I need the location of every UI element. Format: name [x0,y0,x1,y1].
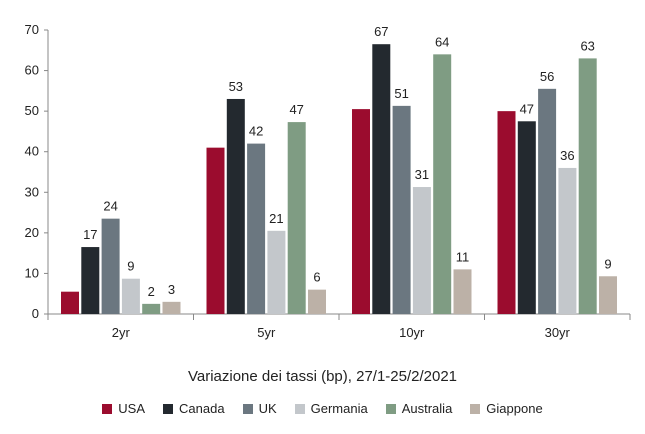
bar-usa [497,111,516,315]
data-label: 63 [580,38,594,53]
chart-caption: Variazione dei tassi (bp), 27/1-25/2/202… [187,368,458,385]
bar-australia [142,303,161,314]
legend-item: Giappone [470,401,543,416]
x-tick-label: 5yr [257,325,276,340]
data-label: 24 [103,199,117,214]
data-label: 53 [229,79,243,94]
bar-australia [433,54,452,314]
data-label: 11 [456,249,470,264]
bar-uk [247,143,266,314]
bar-uk [392,105,411,315]
legend-item: USA [102,401,145,416]
x-tick-label: 2yr [112,325,131,340]
legend-label: Giappone [486,401,543,416]
bar-canada [226,98,245,314]
legend: USA Canada UK Germania Australia Giappone [0,401,645,416]
bar-uk [101,218,120,314]
bar-usa [352,109,370,314]
bar-germania [558,167,577,314]
y-tick-label: 70 [25,22,39,37]
bar-uk [538,88,557,314]
bar-usa [61,291,79,314]
data-label: 6 [313,270,320,285]
data-label: 9 [604,256,611,271]
legend-item: Canada [163,401,225,416]
legend-swatch [102,403,113,414]
data-label: 36 [560,148,574,163]
legend-label: USA [118,401,146,416]
data-label: 64 [435,34,449,49]
bar-giappone [308,289,326,314]
x-tick-label: 30yr [545,325,571,340]
data-label: 3 [168,282,175,297]
y-tick-label: 10 [25,265,39,280]
bar-canada [81,247,100,314]
data-label: 67 [374,24,388,39]
legend-label: Canada [179,401,225,416]
y-tick-label: 40 [25,144,39,159]
bar-giappone [599,276,617,314]
bars [61,44,617,315]
data-label: 9 [127,259,134,274]
data-label: 47 [520,101,534,116]
y-tick-label: 50 [25,103,39,118]
legend-label: Australia [401,401,453,416]
legend-label: UK [258,401,277,416]
y-tick-label: 20 [25,225,39,240]
data-label: 31 [415,167,429,182]
legend-item: Australia [385,401,453,416]
bar-giappone [162,301,181,314]
legend-label: Germania [310,401,368,416]
bar-canada [372,44,391,314]
axes: 0 10 20 30 40 50 60 70 2yr 5yr 10yr 30yr [25,22,631,340]
legend-item: UK [242,401,277,416]
legend-swatch [294,403,305,414]
y-tick-label: 30 [25,184,39,199]
x-tick-label: 10yr [399,325,425,340]
bar-australia [578,58,597,315]
bar-germania [267,230,286,314]
data-label: 51 [394,86,408,101]
data-label: 21 [269,211,283,226]
bar-giappone [453,269,472,314]
data-label: 56 [540,69,554,84]
data-label: 42 [249,124,263,139]
y-tick-label: 60 [25,63,39,78]
legend-swatch [163,403,174,414]
bar-canada [517,121,536,315]
bar-germania [121,278,140,314]
y-tick-label: 0 [32,306,39,321]
legend-item: Germania [294,401,368,416]
bar-australia [287,122,306,315]
data-label: 17 [83,227,97,242]
legend-swatch [242,403,253,414]
bar-usa [206,147,225,314]
legend-swatch [385,403,396,414]
bar-germania [412,187,431,314]
legend-swatch [470,403,481,414]
data-label: 2 [148,284,155,299]
data-label: 47 [289,102,303,117]
